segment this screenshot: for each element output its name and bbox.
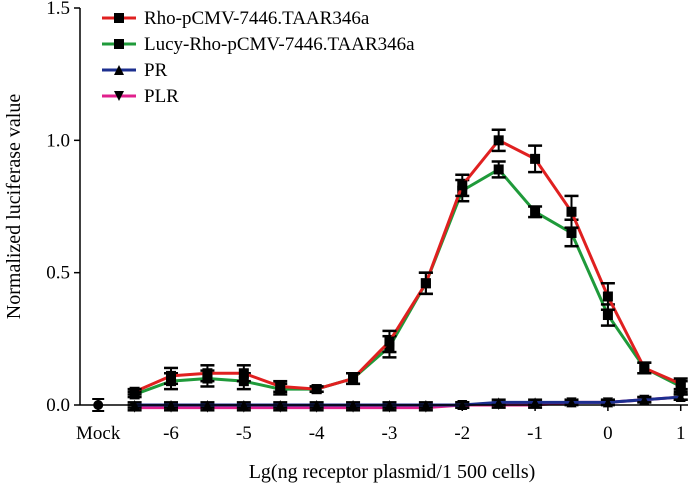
data-point — [275, 381, 286, 392]
x-tick-label: -1 — [527, 423, 543, 444]
data-point — [493, 164, 504, 175]
data-point — [457, 180, 468, 191]
legend-item: PR — [102, 60, 168, 81]
data-point — [129, 386, 140, 397]
legend: Rho-pCMV-7446.TAAR346a Lucy-Rho-pCMV-7446… — [102, 8, 415, 107]
x-tick-label: -4 — [309, 423, 325, 444]
legend-label: Rho-pCMV-7446.TAAR346a — [144, 8, 370, 29]
series-line — [134, 395, 681, 407]
data-point — [311, 384, 322, 395]
data-point — [238, 368, 249, 379]
data-point — [348, 373, 359, 384]
data-point — [566, 206, 577, 217]
x-tick-label: Mock — [76, 423, 121, 444]
legend-marker — [114, 91, 124, 101]
y-tick-label: 0.5 — [46, 263, 70, 284]
series-1 — [127, 128, 688, 397]
x-axis-label: Lg(ng receptor plasmid/1 500 cells) — [249, 461, 536, 483]
x-tick-label: -6 — [163, 423, 179, 444]
data-point — [202, 368, 213, 379]
axes — [79, 8, 688, 406]
legend-label: PLR — [144, 86, 179, 107]
data-point — [602, 291, 613, 302]
data-point — [166, 370, 177, 381]
series-2 — [127, 160, 688, 400]
legend-marker — [114, 39, 124, 49]
data-point — [493, 135, 504, 146]
x-tick-label: 0 — [603, 423, 613, 444]
ticks: 0.0 0.5 1.0 1.5 Mock -6 -5 -4 -3 -2 -1 0 1 — [46, 0, 685, 444]
series-line — [134, 167, 682, 396]
data-point — [384, 336, 395, 347]
y-tick-label: 1.0 — [46, 130, 70, 151]
y-tick-label: 0.0 — [46, 395, 70, 416]
data-point — [566, 227, 577, 238]
data-point — [602, 310, 613, 321]
data-point — [639, 394, 650, 405]
legend-label: Lucy-Rho-pCMV-7446.TAAR346a — [144, 34, 415, 55]
x-tick-label: -2 — [454, 423, 470, 444]
x-tick-label: -3 — [382, 423, 398, 444]
legend-item: PLR — [102, 86, 179, 107]
legend-marker — [114, 13, 124, 23]
y-tick-label: 1.5 — [46, 0, 70, 19]
legend-marker — [114, 65, 124, 75]
series-line — [134, 138, 682, 394]
data-point — [530, 153, 541, 164]
data-point — [530, 206, 541, 217]
plot-area — [92, 128, 688, 413]
x-tick-label: 1 — [676, 423, 686, 444]
legend-item: Lucy-Rho-pCMV-7446.TAAR346a — [102, 34, 415, 55]
y-axis-label: Normalized luciferase value — [3, 94, 25, 320]
legend-label: PR — [144, 60, 168, 81]
x-tick-label: -5 — [236, 423, 252, 444]
data-point — [639, 362, 650, 373]
data-point — [420, 278, 431, 289]
legend-item: Rho-pCMV-7446.TAAR346a — [102, 8, 370, 29]
data-point — [675, 378, 686, 389]
data-point — [675, 392, 686, 403]
